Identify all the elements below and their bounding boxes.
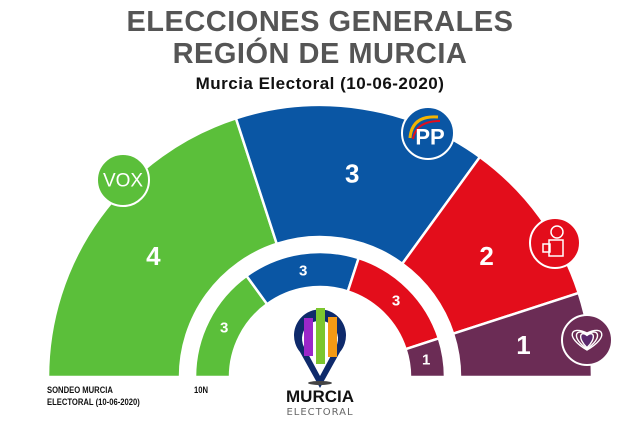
vox-logo-text: VOX (103, 171, 143, 192)
chart-subtitle: Murcia Electoral (10-06-2020) (195, 74, 445, 93)
podemos-heart-ring-icon (580, 333, 594, 349)
seat-count-outer: 1 (516, 330, 530, 360)
logo-sub: ELECTORAL (286, 407, 353, 418)
outer-ring-label: SONDEO MURCIA ELECTORAL (10-06-2020) (47, 384, 140, 408)
inner-ring-label: 10N (194, 385, 209, 395)
psoe-rose-fist-icon (529, 217, 581, 269)
podemos-heart-ring-icon (571, 329, 603, 351)
seat-count-inner: 3 (220, 320, 228, 337)
outer-ring-label-line1: SONDEO MURCIA (47, 385, 113, 395)
seat-sector-outer-vox (46, 116, 279, 379)
logo-bar-purple (304, 318, 313, 356)
seat-count-inner: 1 (422, 352, 430, 369)
vox-logo-icon (96, 153, 150, 207)
logo-bar-green (316, 308, 325, 364)
psoe-fist-thumb-icon (542, 243, 551, 253)
logo-shadow (308, 381, 332, 385)
seat-count-inner: 3 (392, 292, 400, 309)
psoe-rose-icon (550, 225, 564, 239)
logo-name: MURCIA (286, 387, 354, 406)
seat-count-outer: 3 (345, 159, 359, 189)
seat-count-outer: 4 (146, 241, 161, 271)
podemos-heart-ring-icon (575, 331, 599, 350)
chart-title-line1: ELECCIONES GENERALES (126, 6, 514, 38)
outer-ring-label-line2: ELECTORAL (10-06-2020) (47, 397, 140, 407)
seat-sector-inner-unidas-podemos (404, 336, 447, 379)
pp-logo-arc-icon (408, 115, 439, 139)
pp-logo-icon (401, 106, 455, 160)
logo-bar-orange (328, 317, 337, 357)
seat-count-inner: 3 (299, 262, 307, 279)
pp-logo-arc2-icon (412, 120, 441, 140)
seat-count-outer: 2 (479, 241, 493, 271)
psoe-fist-icon (548, 239, 564, 257)
chart-title-line2: REGIÓN DE MURCIA (172, 38, 468, 70)
pp-logo-text: PP (415, 125, 444, 150)
